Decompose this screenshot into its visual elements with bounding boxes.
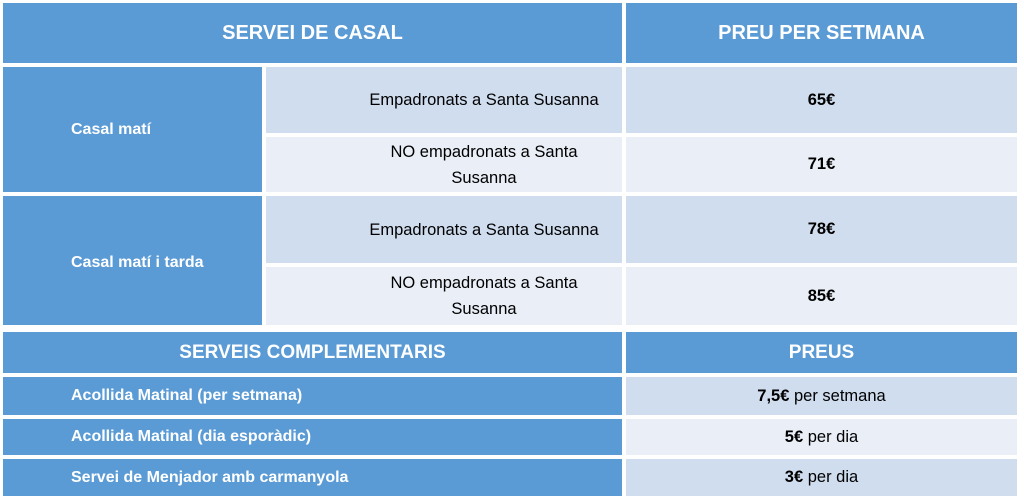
group-label-casal-mati: Casal matí xyxy=(3,67,262,192)
row-price: 78€ xyxy=(626,196,1017,263)
complementary-row-label: Acollida Matinal (per setmana) xyxy=(3,377,622,415)
row-desc: Empadronats a Santa Susanna xyxy=(266,67,622,133)
complementary-row-price: 5€ per dia xyxy=(626,419,1017,455)
row-price: 65€ xyxy=(626,67,1017,133)
complementary-price-header: PREUS xyxy=(626,332,1017,373)
row-price: 85€ xyxy=(626,267,1017,325)
row-desc: NO empadronats a Santa Susanna xyxy=(266,267,622,325)
header-price-label: PREU PER SETMANA xyxy=(718,21,925,44)
header-price: PREU PER SETMANA xyxy=(626,3,1017,63)
header-service: SERVEI DE CASAL xyxy=(3,3,622,63)
complementary-row-price: 3€ per dia xyxy=(626,459,1017,496)
row-price: 71€ xyxy=(626,137,1017,192)
group-label-casal-mati-tarda: Casal matí i tarda xyxy=(3,196,262,325)
row-desc: NO empadronats a Santa Susanna xyxy=(266,137,622,192)
complementary-row-label: Acollida Matinal (dia esporàdic) xyxy=(3,419,622,455)
complementary-header: SERVEIS COMPLEMENTARIS xyxy=(3,332,622,373)
header-service-label: SERVEI DE CASAL xyxy=(222,21,403,44)
complementary-row-price: 7,5€ per setmana xyxy=(626,377,1017,415)
row-desc: Empadronats a Santa Susanna xyxy=(266,196,622,263)
complementary-row-label: Servei de Menjador amb carmanyola xyxy=(3,459,622,496)
